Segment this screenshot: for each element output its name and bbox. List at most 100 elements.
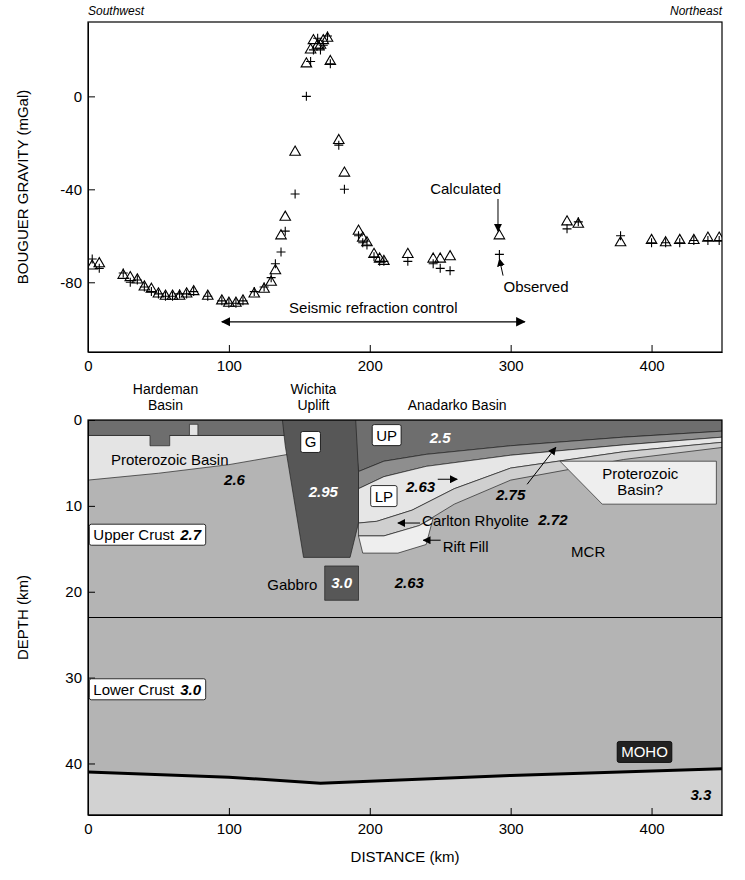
tick-label: 100 <box>217 820 242 837</box>
geologic-body <box>88 769 722 815</box>
arrow <box>438 479 457 480</box>
point-plus <box>647 238 656 247</box>
region-header: Uplift <box>297 397 329 413</box>
tick-mark <box>88 506 95 507</box>
tick-label: 200 <box>358 820 383 837</box>
point-plus <box>147 287 156 296</box>
y-axis: 010203040 <box>65 411 95 815</box>
tick-label: 0 <box>84 820 92 837</box>
point-plus <box>267 273 276 282</box>
point-plus <box>250 287 259 296</box>
label-text: Proterozoic Basin <box>111 451 229 468</box>
boxed-label: UP <box>372 425 401 446</box>
label-text: Proterozoic <box>602 465 678 482</box>
tick-mark <box>652 345 653 352</box>
axis-line <box>88 421 89 816</box>
tick-label: 300 <box>499 357 524 374</box>
point-plus <box>661 238 670 247</box>
label-text: Rift Fill <box>443 538 489 555</box>
label: ProterozoicBasin? <box>602 465 678 498</box>
label: Carlton Rhyolite <box>422 512 529 529</box>
label: 2.75 <box>495 486 526 503</box>
point-plus <box>354 231 363 240</box>
label-text: MCR <box>571 543 605 560</box>
point-plus <box>313 34 322 43</box>
geologic-body <box>88 420 285 446</box>
tick-label: 10 <box>65 497 82 514</box>
boundary <box>88 617 722 618</box>
point-plus <box>119 268 128 277</box>
point-plus <box>126 278 135 287</box>
y-axis: -80-400 <box>60 23 95 353</box>
label-box <box>371 486 397 507</box>
label: 2.95 <box>308 483 339 500</box>
label: 3.0 <box>331 574 353 591</box>
tick: 10 <box>65 497 95 514</box>
bodies <box>88 420 722 815</box>
density-label: 2.7 <box>179 526 202 543</box>
label: 2.5 <box>429 429 452 446</box>
point-plus <box>362 241 371 250</box>
region-header: Hardeman <box>133 381 198 397</box>
point-plus <box>238 296 247 305</box>
direction-label: Northeast <box>670 4 723 18</box>
boxed-label: Lower Crust 3.0 <box>89 679 205 700</box>
tick-mark <box>229 808 230 815</box>
label-text: Carlton Rhyolite <box>422 512 529 529</box>
point-plus <box>358 238 367 247</box>
tick-label: 300 <box>499 820 524 837</box>
point-plus <box>231 299 240 308</box>
tick-mark <box>88 592 95 593</box>
geologic-body <box>560 461 716 504</box>
tick-label: 0 <box>74 411 82 428</box>
point-plus <box>281 227 290 236</box>
tick: -80 <box>60 274 95 291</box>
label-text: UP <box>376 427 397 444</box>
boxed-label: Upper Crust2.7 <box>89 524 205 545</box>
point-triangle <box>339 167 350 176</box>
tick-mark <box>88 282 95 283</box>
region-header: Anadarko Basin <box>408 397 507 413</box>
point-plus <box>133 275 142 284</box>
label-text: Basin? <box>617 481 663 498</box>
tick-label: 100 <box>217 357 242 374</box>
point-plus <box>370 252 379 261</box>
label-text: Upper Crust <box>93 526 175 543</box>
tick-mark <box>511 808 512 815</box>
label: 2.63 <box>394 574 425 591</box>
boundary <box>88 769 722 784</box>
point-triangle <box>280 211 291 220</box>
point-triangle <box>714 232 722 241</box>
label: Gabbro <box>267 576 317 593</box>
tick-mark <box>370 808 371 815</box>
point-plus <box>495 250 504 259</box>
geologic-body <box>88 435 288 480</box>
y-axis-title: DEPTH (km) <box>14 575 31 660</box>
point-plus <box>446 266 455 275</box>
boxed-label: MOHO <box>617 741 672 762</box>
plot-frame <box>88 22 722 352</box>
point-triangle <box>445 251 456 260</box>
label-text: Lower Crust <box>93 681 175 698</box>
point-triangle <box>562 216 573 225</box>
tick: 400 <box>640 808 665 837</box>
tick-label: -80 <box>60 274 82 291</box>
density-label: 3.0 <box>180 681 202 698</box>
tick-label: -40 <box>60 181 82 198</box>
point-plus <box>616 231 625 240</box>
label-text: Gabbro <box>267 576 317 593</box>
point-plus <box>277 248 286 257</box>
axis-line <box>88 23 89 353</box>
tick: 40 <box>65 755 95 772</box>
tick-mark <box>88 763 95 764</box>
refraction-label: Seismic refraction control <box>289 299 457 316</box>
geologic-body <box>359 442 722 536</box>
point-triangle <box>249 288 260 297</box>
marks <box>88 31 722 307</box>
density-label: 2.63 <box>394 574 425 591</box>
tick: 100 <box>217 345 242 374</box>
label-text: MOHO <box>621 743 668 760</box>
label-text: G <box>305 433 317 450</box>
point-plus <box>334 141 343 150</box>
tick-mark <box>370 345 371 352</box>
